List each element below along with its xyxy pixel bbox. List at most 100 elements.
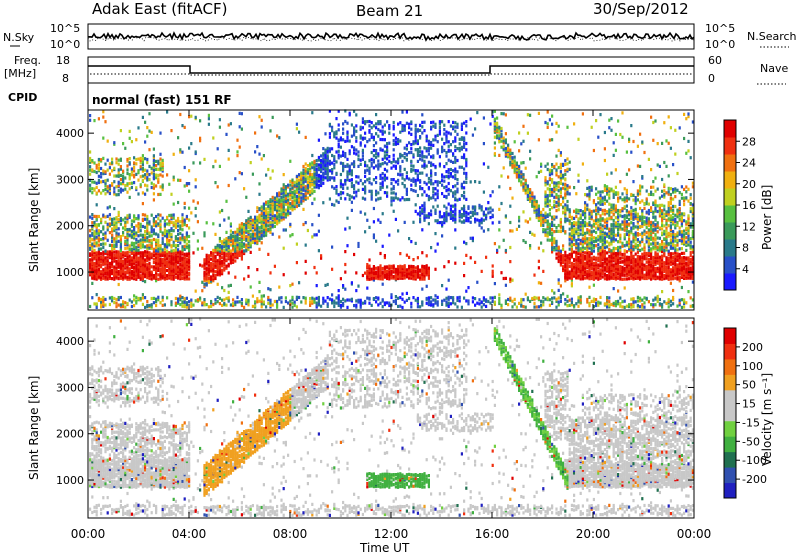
freq-label-1: Freq.	[14, 54, 41, 67]
heatmap-cell	[159, 223, 162, 227]
heatmap-cell	[452, 120, 455, 124]
heatmap-cell	[293, 189, 296, 193]
heatmap-cell	[381, 162, 384, 166]
heatmap-cell	[469, 210, 472, 214]
heatmap-cell	[551, 187, 554, 192]
heatmap-cell	[568, 236, 571, 240]
heatmap-cell	[135, 277, 138, 281]
heatmap-cell	[234, 275, 237, 279]
heatmap-cell	[135, 299, 138, 303]
heatmap-cell	[124, 239, 127, 243]
heatmap-cell	[317, 249, 320, 253]
heatmap-cell	[350, 178, 353, 182]
heatmap-cell	[339, 299, 342, 304]
heatmap-cell	[566, 206, 569, 210]
heatmap-cell	[122, 254, 125, 258]
heatmap-cell	[447, 181, 450, 186]
heatmap-cell	[225, 252, 228, 256]
heatmap-cell	[445, 303, 448, 307]
heatmap-cell	[300, 300, 303, 304]
heatmap-cell	[454, 184, 457, 188]
heatmap-cell	[170, 220, 173, 225]
heatmap-cell	[425, 214, 428, 218]
heatmap-cell	[91, 257, 94, 262]
heatmap-cell	[410, 127, 413, 131]
heatmap-cell	[223, 302, 226, 306]
heatmap-cell	[265, 228, 268, 232]
heatmap-cell	[139, 296, 142, 301]
heatmap-cell	[460, 127, 463, 131]
heatmap-cell	[174, 225, 177, 230]
heatmap-cell	[179, 150, 182, 154]
heatmap-cell	[260, 223, 263, 228]
heatmap-cell	[157, 167, 160, 171]
heatmap-cell	[471, 296, 474, 300]
heatmap-cell	[104, 277, 107, 281]
heatmap-cell	[214, 257, 217, 261]
heatmap-cell	[368, 225, 371, 229]
heatmap-cell	[350, 123, 353, 127]
heatmap-cell	[436, 148, 439, 152]
heatmap-cell	[174, 275, 177, 279]
heatmap-cell	[106, 225, 109, 229]
heatmap-cell	[399, 273, 402, 277]
heatmap-cell	[135, 187, 138, 192]
heatmap-cell	[454, 145, 457, 149]
heatmap-cell	[135, 172, 138, 176]
heatmap-cell	[372, 236, 375, 240]
heatmap-cell	[291, 205, 294, 209]
heatmap-cell	[240, 222, 243, 226]
heatmap-cell	[392, 153, 395, 157]
heatmap-cell	[133, 217, 136, 221]
heatmap-cell	[106, 185, 109, 189]
heatmap-cell	[397, 122, 400, 126]
heatmap-cell	[256, 240, 259, 244]
heatmap-cell	[159, 274, 162, 278]
heatmap-cell	[203, 300, 206, 304]
heatmap-cell	[168, 229, 171, 233]
heatmap-cell	[144, 120, 147, 124]
heatmap-cell	[119, 257, 122, 261]
heatmap-cell	[302, 171, 305, 175]
heatmap-cell	[177, 250, 180, 254]
heatmap-cell	[302, 180, 305, 184]
heatmap-cell	[493, 125, 496, 129]
heatmap-cell	[463, 296, 466, 300]
heatmap-cell	[113, 239, 116, 243]
heatmap-cell	[146, 229, 149, 233]
heatmap-cell	[260, 118, 263, 122]
heatmap-cell	[236, 256, 239, 260]
heatmap-cell	[218, 223, 221, 227]
heatmap-cell	[533, 305, 536, 309]
heatmap-cell	[346, 305, 349, 309]
heatmap-cell	[174, 265, 177, 270]
heatmap-cell	[564, 209, 567, 213]
heatmap-cell	[469, 236, 472, 240]
heatmap-cell	[328, 297, 331, 301]
heatmap-cell	[124, 226, 127, 230]
heatmap-cell	[218, 296, 221, 301]
heatmap-cell	[133, 255, 136, 259]
heatmap-cell	[564, 275, 567, 279]
heatmap-cell	[282, 228, 285, 232]
heatmap-cell	[509, 150, 512, 154]
heatmap-cell	[317, 299, 320, 303]
heatmap-cell	[130, 247, 133, 251]
heatmap-cell	[452, 301, 455, 305]
heatmap-cell	[317, 213, 320, 217]
heatmap-cell	[355, 148, 358, 152]
heatmap-cell	[489, 210, 492, 214]
heatmap-cell	[100, 259, 103, 264]
heatmap-cell	[309, 183, 312, 187]
heatmap-cell	[254, 215, 257, 219]
heatmap-cell	[141, 213, 144, 217]
heatmap-cell	[91, 252, 94, 256]
heatmap-cell	[218, 247, 221, 251]
heatmap-cell	[113, 141, 116, 145]
heatmap-cell	[168, 221, 171, 225]
heatmap-cell	[232, 257, 235, 261]
heatmap-cell	[357, 154, 360, 158]
heatmap-cell	[97, 214, 100, 219]
heatmap-cell	[104, 259, 107, 263]
heatmap-cell	[559, 170, 562, 174]
